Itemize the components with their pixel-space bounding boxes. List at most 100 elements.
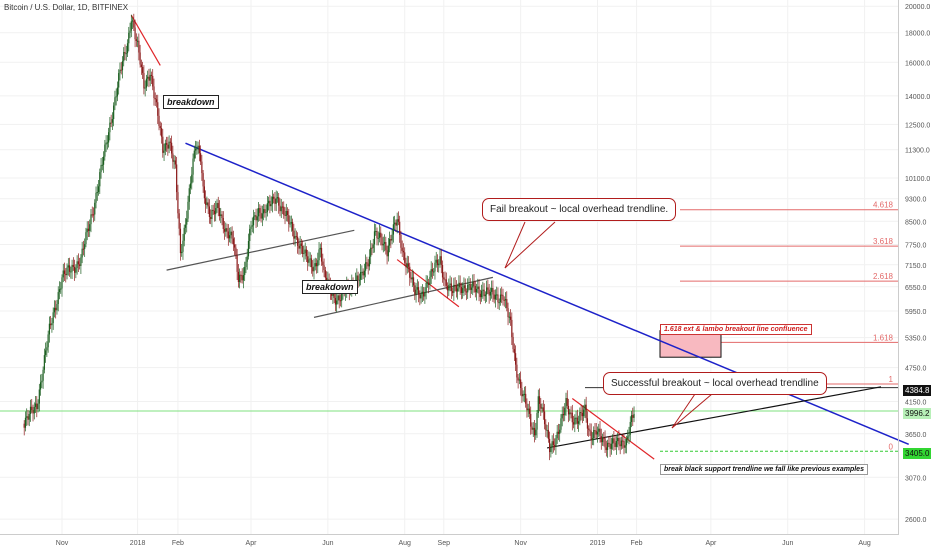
candle-body <box>168 141 170 149</box>
candle-body <box>365 262 367 271</box>
candle-body <box>630 415 633 422</box>
candle-body <box>118 73 120 88</box>
candle-body <box>441 265 444 278</box>
candle-body <box>234 244 236 248</box>
candle-body <box>491 287 493 292</box>
candle-body <box>361 271 363 273</box>
candle-body <box>400 234 402 248</box>
candle-body <box>480 290 483 298</box>
candle-body <box>227 231 229 239</box>
candle-body <box>106 142 108 144</box>
candle-body <box>367 263 369 267</box>
candle-body <box>41 380 43 383</box>
candle-body <box>536 413 538 430</box>
candle-body <box>150 74 153 76</box>
candle-body <box>302 245 304 254</box>
candle-body <box>186 218 188 225</box>
fib-level-label: 1.618 <box>873 333 894 342</box>
candle-body <box>561 413 563 419</box>
candle-body <box>363 270 365 276</box>
candle-body <box>627 436 629 439</box>
candle-body <box>68 265 71 272</box>
candle-body <box>240 274 242 276</box>
candle-body <box>61 277 63 289</box>
candle-body <box>594 430 596 432</box>
candle-body <box>551 441 553 448</box>
candle-body <box>114 97 116 106</box>
candle-body <box>484 294 486 297</box>
candle-body <box>139 52 141 65</box>
candle-body <box>271 196 274 205</box>
candle-body <box>63 270 66 274</box>
candle-body <box>91 214 93 216</box>
candle-body <box>144 87 146 89</box>
candle-body <box>46 347 48 351</box>
candle-body <box>235 247 237 256</box>
candle-body <box>416 287 418 290</box>
candle-body <box>85 232 87 245</box>
candle-body <box>237 271 239 283</box>
candle-body <box>140 64 142 68</box>
candle-body <box>90 214 92 225</box>
candle-body <box>446 285 449 291</box>
axis-separator-right <box>898 0 899 534</box>
candle-body <box>375 230 377 232</box>
x-axis: Nov 2018 Feb Apr Jun Aug Sep Nov 2019 Feb Apr Jun Au… <box>56 540 871 547</box>
candle-body <box>145 78 148 88</box>
candle-body <box>192 158 194 175</box>
candle-body <box>158 115 160 127</box>
candle-body <box>149 74 151 81</box>
y-tick-label: 10100.0 <box>905 176 930 183</box>
candle-body <box>307 256 309 263</box>
candle-body <box>380 232 382 238</box>
candle-body <box>460 286 463 293</box>
candle-body <box>205 198 207 205</box>
candle-body <box>129 30 131 33</box>
candle-body <box>366 262 368 264</box>
candle-body <box>470 287 473 290</box>
candle-body <box>280 206 282 212</box>
candle-body <box>554 444 556 447</box>
x-tick-label: 2018 <box>130 540 146 547</box>
candle-body <box>452 291 454 293</box>
candle-body <box>530 413 532 427</box>
candle-body <box>610 443 612 449</box>
candle-body <box>314 263 316 267</box>
candle-body <box>612 438 614 444</box>
candle-body <box>36 403 38 410</box>
candle-body <box>133 20 135 28</box>
y-tick-label: 16000.0 <box>905 60 930 67</box>
candle-body <box>279 205 281 212</box>
candle-body <box>26 416 28 418</box>
candle-body <box>260 212 262 219</box>
candle-body <box>255 215 257 221</box>
candle-body <box>300 243 302 246</box>
candle-body <box>502 295 504 300</box>
candle-body <box>305 249 308 257</box>
candle-body <box>522 394 524 397</box>
candle-body <box>284 214 286 216</box>
candle-body <box>241 275 243 281</box>
candle-body <box>496 294 498 296</box>
candle-body <box>564 407 566 416</box>
candle-body <box>169 141 171 143</box>
candle-body <box>613 438 615 443</box>
candle-body <box>197 145 199 149</box>
candle-body <box>142 67 144 73</box>
candle-body <box>420 293 422 299</box>
candle-body <box>402 250 405 253</box>
candle-body <box>475 288 478 293</box>
candle-body <box>394 222 396 225</box>
candle-body <box>200 153 202 162</box>
candle-body <box>178 213 180 229</box>
candle-body <box>191 174 193 184</box>
candle-body <box>411 277 413 280</box>
candle-body <box>357 275 359 280</box>
candle-body <box>419 294 421 299</box>
candle-body <box>601 437 604 443</box>
candle-body <box>60 288 62 290</box>
candle-body <box>216 202 218 209</box>
candle-body <box>424 292 426 297</box>
candle-body <box>506 299 508 309</box>
